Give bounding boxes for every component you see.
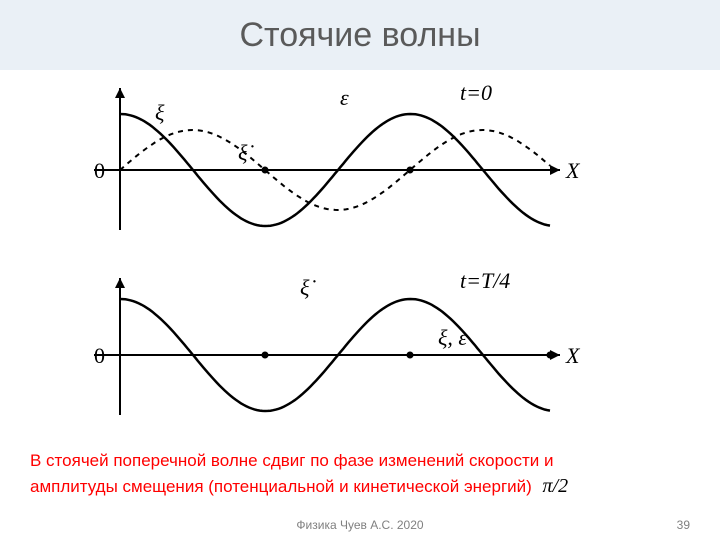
svg-text:0: 0: [94, 158, 105, 183]
footer-attribution: Физика Чуев А.С. 2020: [296, 518, 423, 532]
svg-text:ξ: ξ: [155, 100, 165, 125]
page-title: Стоячие волны: [239, 16, 480, 55]
svg-text:ε: ε: [340, 85, 349, 110]
svg-text:t=0: t=0: [460, 80, 492, 105]
svg-text:ξ̇: ξ̇: [238, 140, 254, 165]
svg-text:X: X: [565, 158, 581, 183]
title-band: Стоячие волны: [0, 0, 720, 70]
phase-shift-value: π/2: [537, 475, 569, 497]
svg-text:t=T/4: t=T/4: [460, 268, 510, 293]
svg-text:0: 0: [94, 343, 105, 368]
svg-text:X: X: [565, 343, 581, 368]
caption-line-1: В стоячей поперечной волне сдвиг по фазе…: [30, 451, 554, 470]
svg-text:ξ̇: ξ̇: [300, 275, 316, 300]
caption-line-2: амплитуды смещения (потенциальной и кине…: [30, 477, 532, 496]
caption: В стоячей поперечной волне сдвиг по фазе…: [0, 450, 720, 500]
figure-area: 0 Xt=0 ξ ε ξ̇ 0 Xt=T/4 ξ̇ ξ, ε: [0, 70, 720, 450]
wave-diagram-svg: 0 Xt=0 ξ ε ξ̇ 0 Xt=T/4 ξ̇ ξ, ε: [40, 70, 600, 440]
page-number: 39: [677, 518, 690, 532]
svg-text:ξ, ε: ξ, ε: [438, 325, 467, 350]
footer: Физика Чуев А.С. 2020: [0, 518, 720, 532]
